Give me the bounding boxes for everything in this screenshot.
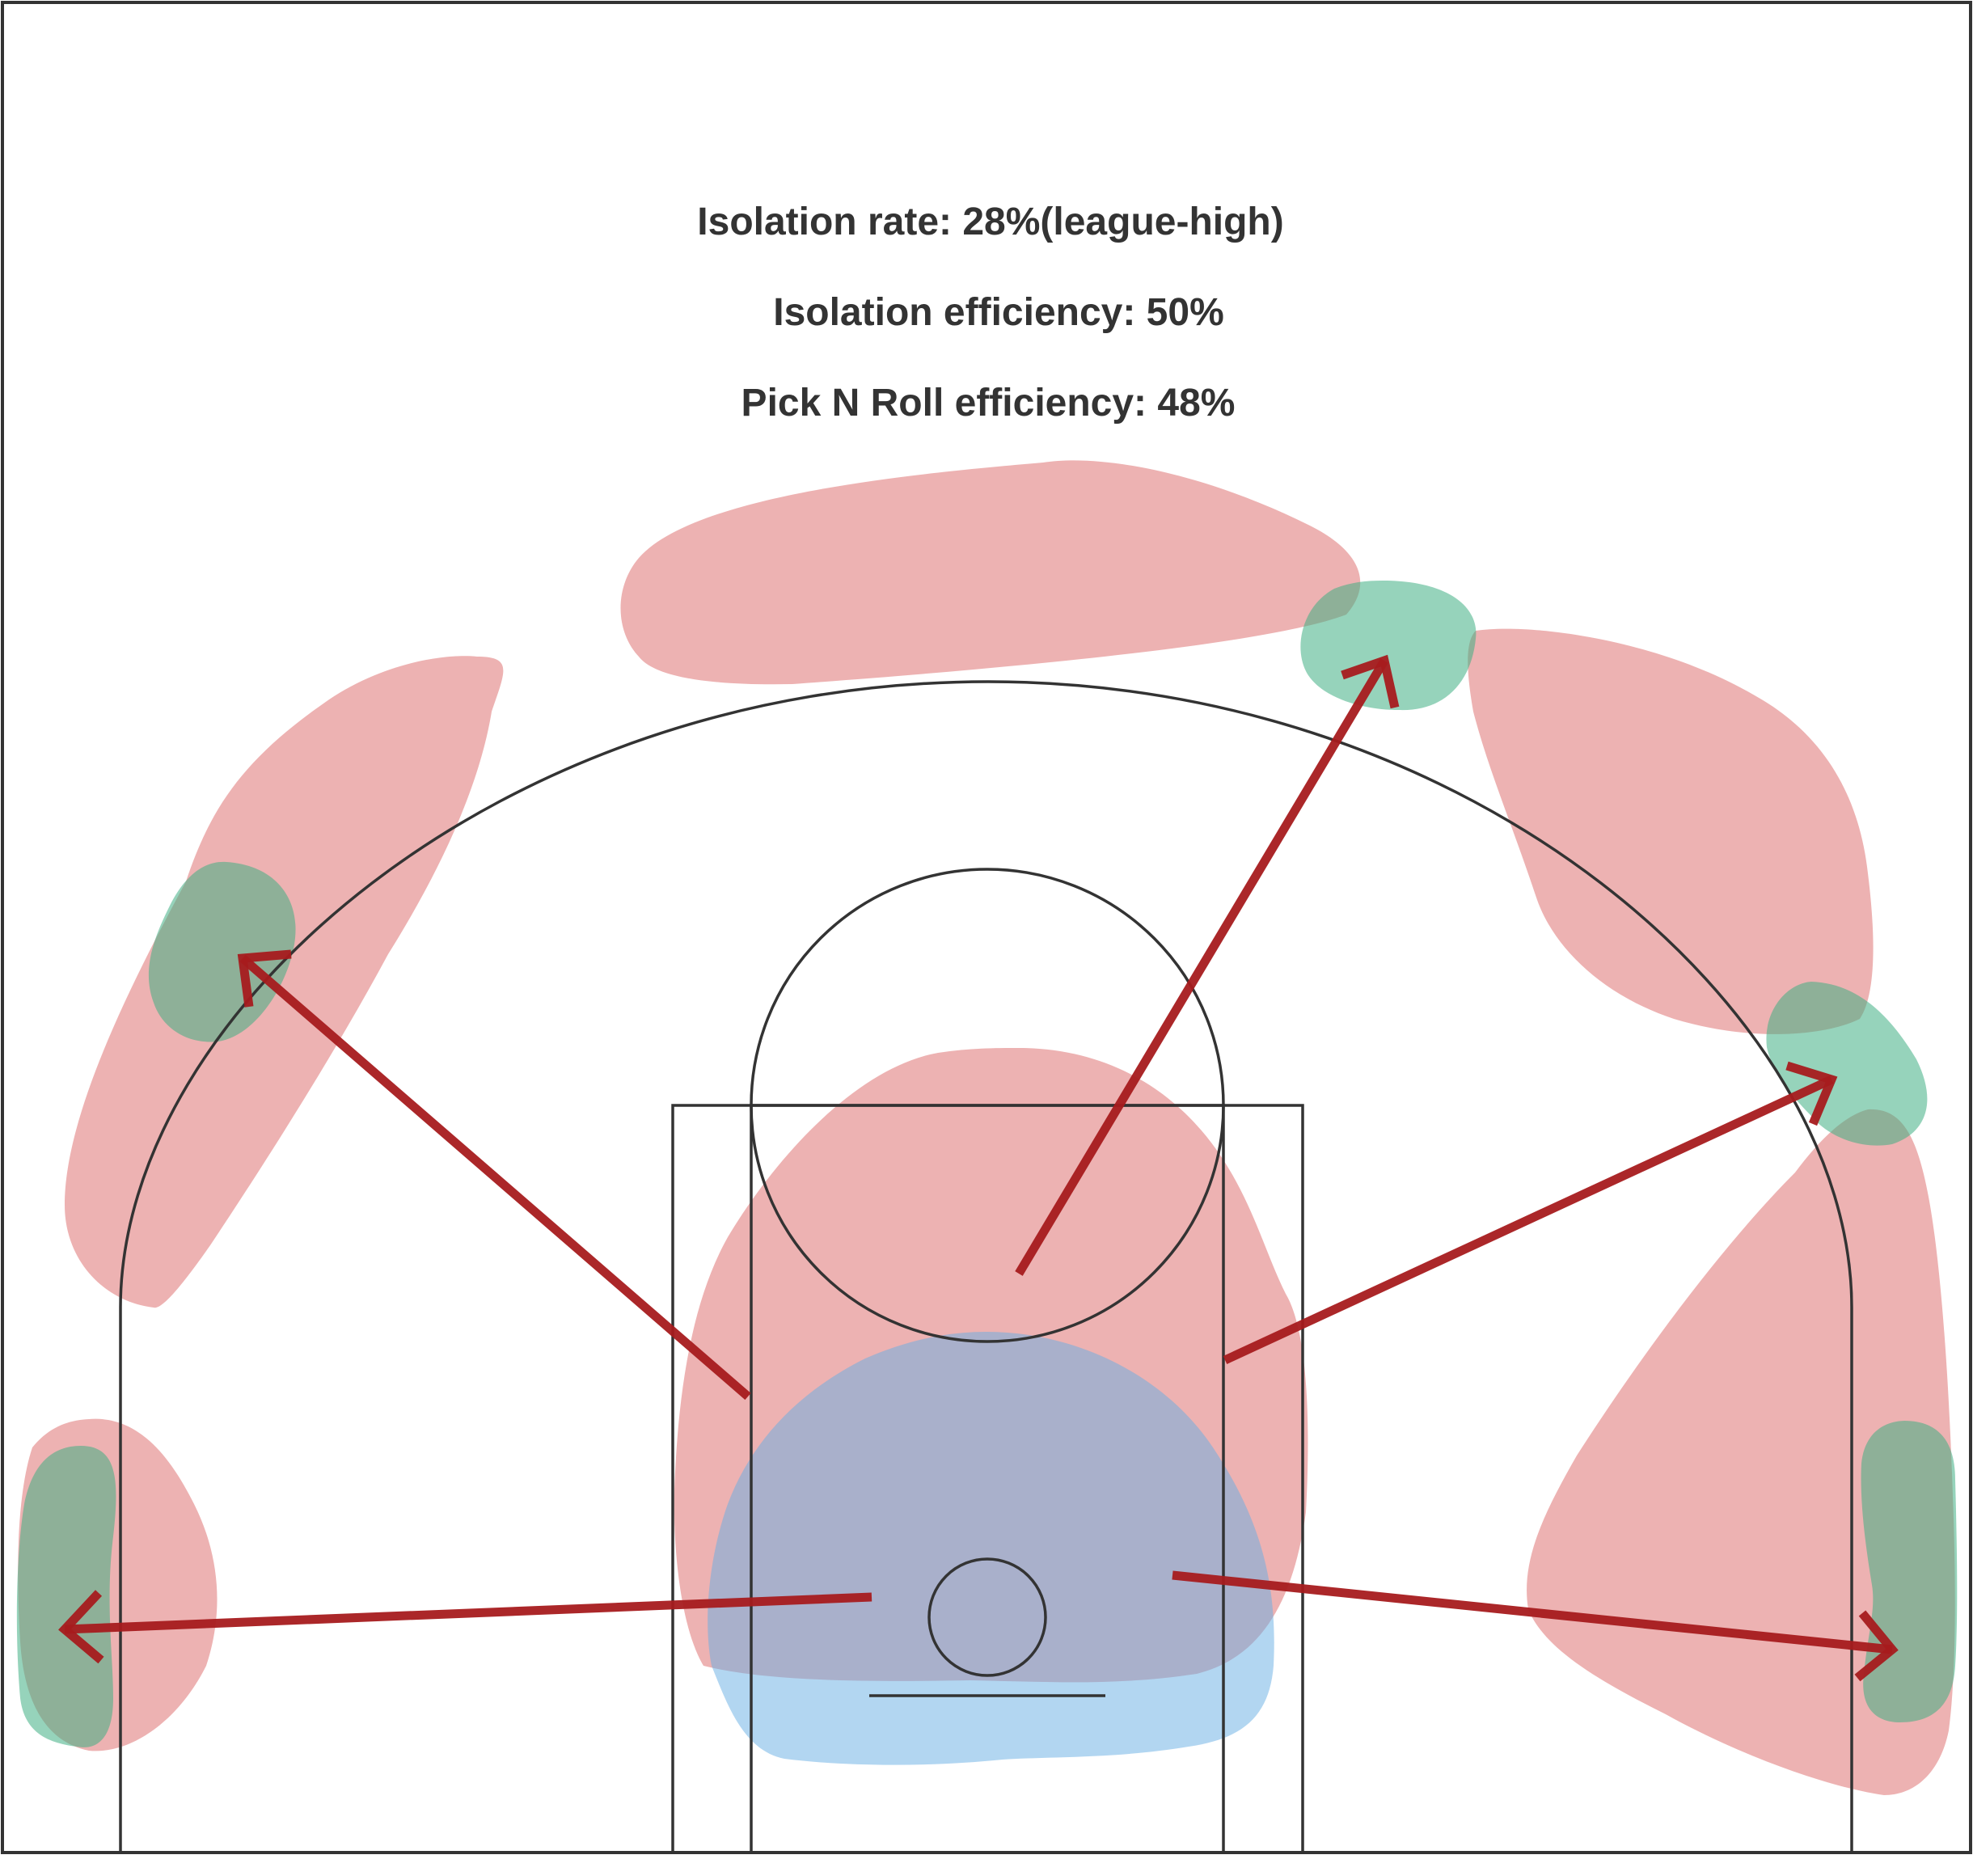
isolation-rate-text: Isolation rate: 28%(league-high) (697, 201, 1283, 243)
free-throw-circle (750, 868, 1225, 1343)
red-zone-right-wing (1468, 628, 1874, 1034)
inner-lane (750, 1104, 1225, 1854)
arrow-to-top-right (1015, 654, 1400, 1276)
red-zone-top (620, 460, 1361, 685)
green-zones (16, 581, 1958, 1747)
pnr-efficiency-text: Pick N Roll efficiency: 48% (741, 382, 1236, 425)
arrow-to-right-corner (1172, 1570, 1899, 1682)
arrow-to-right-wing (1223, 1061, 1838, 1364)
red-zone-left-wing (65, 656, 504, 1308)
three-point-line (119, 680, 1853, 1853)
arrow-to-left-corner (58, 1590, 872, 1664)
isolation-efficiency-text: Isolation efficiency: 50% (773, 291, 1224, 334)
green-zone-right-wing (1766, 982, 1928, 1146)
stats-block: Isolation rate: 28%(league-high) Isolati… (697, 201, 1283, 425)
green-zone-right-corner (1861, 1421, 1958, 1722)
rim (927, 1557, 1047, 1677)
blue-zone-rim (708, 1332, 1274, 1765)
green-zone-left-wing (148, 861, 296, 1042)
arrows (58, 654, 1899, 1682)
arrow-to-left-wing (237, 949, 751, 1401)
green-zone-left-corner (16, 1446, 116, 1747)
court-lines (119, 680, 1853, 1854)
